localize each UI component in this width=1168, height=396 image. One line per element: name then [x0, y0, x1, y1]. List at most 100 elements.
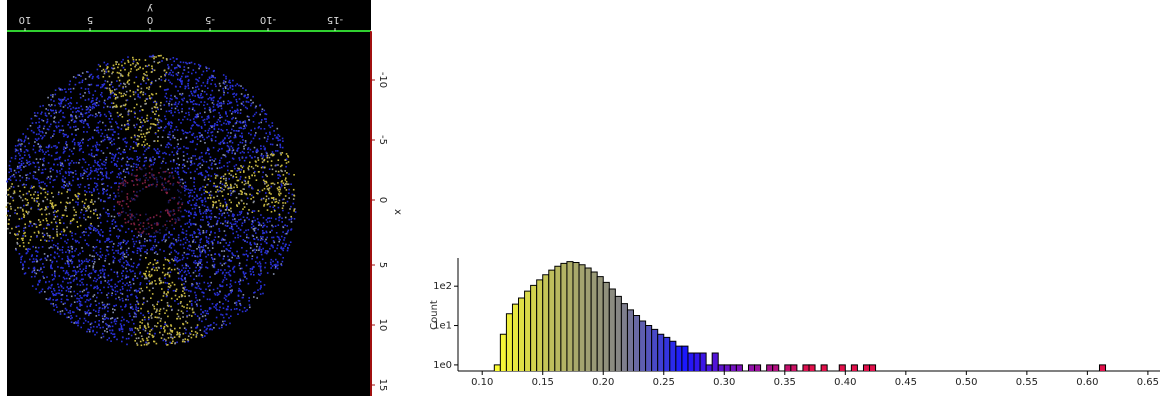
point: [162, 339, 165, 342]
point: [46, 121, 48, 124]
point: [262, 156, 264, 159]
point: [136, 300, 138, 303]
point: [159, 229, 161, 231]
point: [153, 123, 155, 126]
point: [52, 305, 55, 307]
point: [135, 142, 137, 144]
point: [48, 212, 51, 215]
point: [158, 316, 160, 319]
point: [111, 285, 113, 288]
point: [154, 149, 157, 152]
point: [217, 242, 219, 244]
point: [191, 125, 193, 127]
point: [54, 294, 57, 296]
point: [102, 152, 105, 154]
point: [191, 330, 193, 332]
point: [193, 162, 196, 165]
point: [169, 97, 172, 100]
point: [242, 253, 245, 256]
point: [123, 125, 126, 127]
point: [182, 99, 184, 102]
point: [110, 294, 113, 297]
point: [114, 221, 117, 224]
point: [35, 133, 38, 136]
point: [153, 55, 155, 58]
point: [231, 141, 234, 144]
point: [150, 317, 153, 319]
point: [174, 256, 177, 258]
point: [120, 92, 123, 95]
point: [217, 236, 220, 238]
point: [185, 273, 188, 276]
point: [95, 113, 97, 115]
point: [222, 258, 225, 260]
point: [259, 274, 261, 276]
point: [32, 161, 34, 164]
point: [146, 283, 148, 285]
point: [183, 340, 186, 343]
point: [202, 291, 205, 294]
point: [227, 145, 230, 148]
point: [249, 193, 251, 196]
point: [145, 270, 147, 273]
point: [256, 262, 259, 265]
point: [99, 65, 101, 68]
point: [35, 272, 38, 275]
point: [222, 303, 224, 305]
point: [185, 328, 187, 331]
point: [88, 191, 91, 193]
point: [192, 199, 194, 201]
point: [69, 281, 72, 284]
point: [51, 96, 54, 98]
point: [157, 222, 160, 225]
point: [66, 183, 68, 185]
point: [227, 265, 230, 267]
point: [292, 188, 295, 191]
point: [232, 266, 235, 269]
point: [241, 222, 244, 224]
point: [215, 271, 218, 273]
point: [199, 305, 202, 307]
point: [231, 170, 234, 172]
point: [225, 177, 227, 180]
point: [101, 173, 103, 176]
point: [198, 132, 201, 134]
point: [224, 262, 227, 264]
point: [143, 324, 146, 327]
point: [241, 136, 243, 138]
point: [194, 331, 197, 333]
point: [277, 174, 279, 176]
point: [178, 335, 180, 338]
point: [221, 281, 224, 283]
point: [178, 176, 180, 179]
point: [131, 293, 133, 296]
point: [70, 114, 72, 116]
point: [134, 340, 136, 342]
point: [120, 74, 122, 77]
point: [141, 290, 144, 292]
point: [231, 84, 234, 87]
point: [206, 241, 208, 243]
point: [157, 148, 159, 150]
point: [269, 153, 272, 156]
point: [71, 262, 73, 265]
point: [138, 247, 140, 250]
point: [201, 320, 203, 323]
point: [196, 283, 198, 285]
point: [89, 276, 92, 279]
point: [194, 313, 197, 316]
point: [170, 336, 172, 339]
point: [112, 153, 114, 156]
point: [278, 135, 281, 137]
point: [176, 97, 178, 100]
point: [206, 217, 208, 219]
point: [48, 125, 51, 128]
point: [38, 129, 40, 131]
point: [167, 146, 170, 149]
point: [75, 211, 77, 213]
point: [215, 85, 217, 88]
point: [186, 153, 189, 155]
point: [167, 64, 169, 66]
point: [231, 128, 233, 131]
point: [230, 210, 232, 213]
